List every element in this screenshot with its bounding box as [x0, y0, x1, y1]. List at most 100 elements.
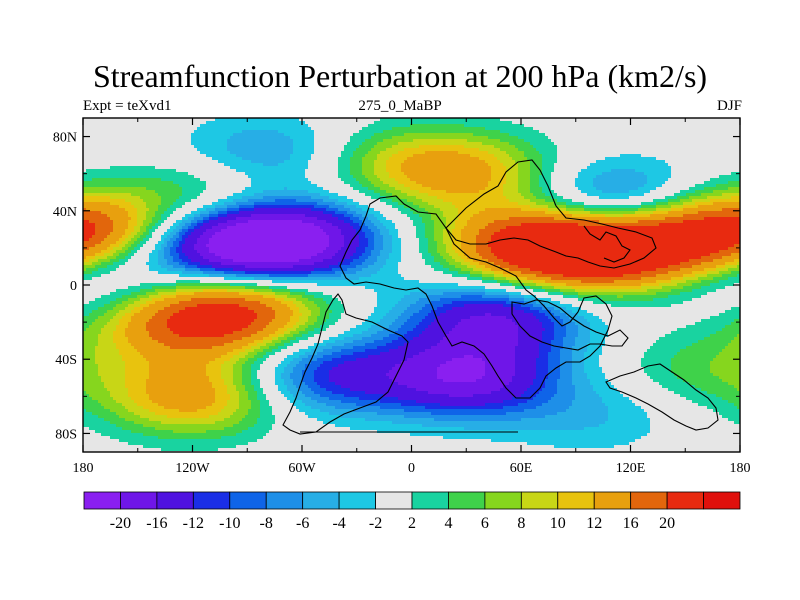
field-cell	[584, 352, 603, 356]
field-cell	[155, 301, 180, 305]
field-cell	[578, 334, 591, 338]
field-cell	[233, 424, 255, 428]
field-cell	[416, 301, 432, 305]
field-cell	[320, 226, 339, 230]
field-cell	[209, 241, 330, 245]
field-cell	[110, 271, 159, 275]
field-cell	[89, 301, 111, 305]
field-cell	[407, 175, 492, 179]
field-cell	[338, 157, 351, 161]
field-cell	[536, 283, 552, 287]
field-cell	[314, 133, 354, 137]
field-cell	[590, 211, 636, 215]
field-cell	[284, 343, 294, 347]
field-cell	[506, 175, 519, 179]
field-cell	[299, 316, 309, 320]
field-cell	[491, 268, 510, 272]
field-cell	[707, 391, 740, 395]
field-cell	[536, 202, 555, 206]
field-cell	[410, 187, 432, 191]
field-cell	[713, 409, 740, 413]
field-cell	[149, 265, 162, 269]
field-cell	[536, 376, 549, 380]
field-cell	[263, 436, 444, 440]
field-cell	[671, 370, 711, 374]
field-cell	[365, 235, 375, 239]
field-cell	[302, 391, 315, 395]
field-cell	[698, 277, 714, 281]
field-cell	[398, 232, 417, 236]
field-cell	[692, 199, 711, 203]
field-cell	[308, 298, 324, 302]
field-cell	[92, 271, 111, 275]
field-cell	[341, 229, 357, 233]
field-cell	[125, 379, 147, 383]
field-cell	[140, 352, 228, 356]
field-cell	[671, 289, 693, 293]
field-cell	[695, 385, 735, 389]
field-cell	[650, 418, 729, 422]
field-cell	[128, 286, 153, 290]
field-cell	[83, 382, 105, 386]
field-cell	[683, 379, 723, 383]
field-cell	[179, 409, 198, 413]
field-cell	[512, 376, 537, 380]
field-cell	[395, 187, 411, 191]
field-cell	[308, 124, 369, 128]
field-cell	[209, 214, 219, 218]
field-cell	[272, 307, 291, 311]
field-cell	[629, 442, 740, 446]
field-cell	[566, 307, 582, 311]
field-cell	[401, 238, 420, 242]
field-cell	[278, 385, 288, 389]
field-cell	[317, 253, 336, 257]
field-cell	[284, 379, 294, 383]
field-cell	[323, 298, 339, 302]
field-cell	[95, 319, 111, 323]
field-cell	[191, 139, 228, 143]
field-cell	[83, 349, 96, 353]
field-cell	[491, 172, 507, 176]
field-cell	[275, 415, 309, 419]
field-cell	[83, 367, 99, 371]
field-cell	[278, 328, 288, 332]
field-cell	[353, 199, 381, 203]
field-cell	[164, 256, 174, 260]
field-cell	[275, 382, 285, 386]
field-cell	[332, 352, 354, 356]
field-cell	[332, 256, 351, 260]
field-cell	[647, 181, 666, 185]
field-cell	[302, 313, 312, 317]
field-cell	[548, 355, 561, 359]
field-cell	[593, 313, 720, 317]
field-cell	[83, 385, 105, 389]
field-cell	[374, 214, 384, 218]
field-cell	[137, 217, 147, 221]
field-cell	[314, 142, 348, 146]
field-cell	[287, 388, 300, 392]
field-cell	[359, 397, 399, 401]
field-cell	[125, 361, 150, 365]
field-cell	[239, 358, 249, 362]
field-cell	[671, 361, 711, 365]
field-cell	[362, 127, 393, 131]
field-cell	[104, 418, 126, 422]
colorbar-label: -4	[332, 515, 345, 532]
field-cell	[95, 355, 123, 359]
field-cell	[248, 397, 258, 401]
field-cell	[449, 331, 519, 335]
field-cell	[233, 133, 285, 137]
field-cell	[308, 346, 318, 350]
field-cell	[434, 259, 447, 263]
field-cell	[83, 274, 102, 278]
field-cell	[407, 319, 423, 323]
field-cell	[533, 289, 546, 293]
field-cell	[350, 166, 363, 170]
field-cell	[437, 370, 486, 374]
field-cell	[374, 307, 393, 311]
field-cell	[236, 202, 255, 206]
field-cell	[590, 382, 612, 386]
field-cell	[539, 346, 552, 350]
field-cell	[140, 247, 156, 251]
field-cell	[404, 343, 438, 347]
